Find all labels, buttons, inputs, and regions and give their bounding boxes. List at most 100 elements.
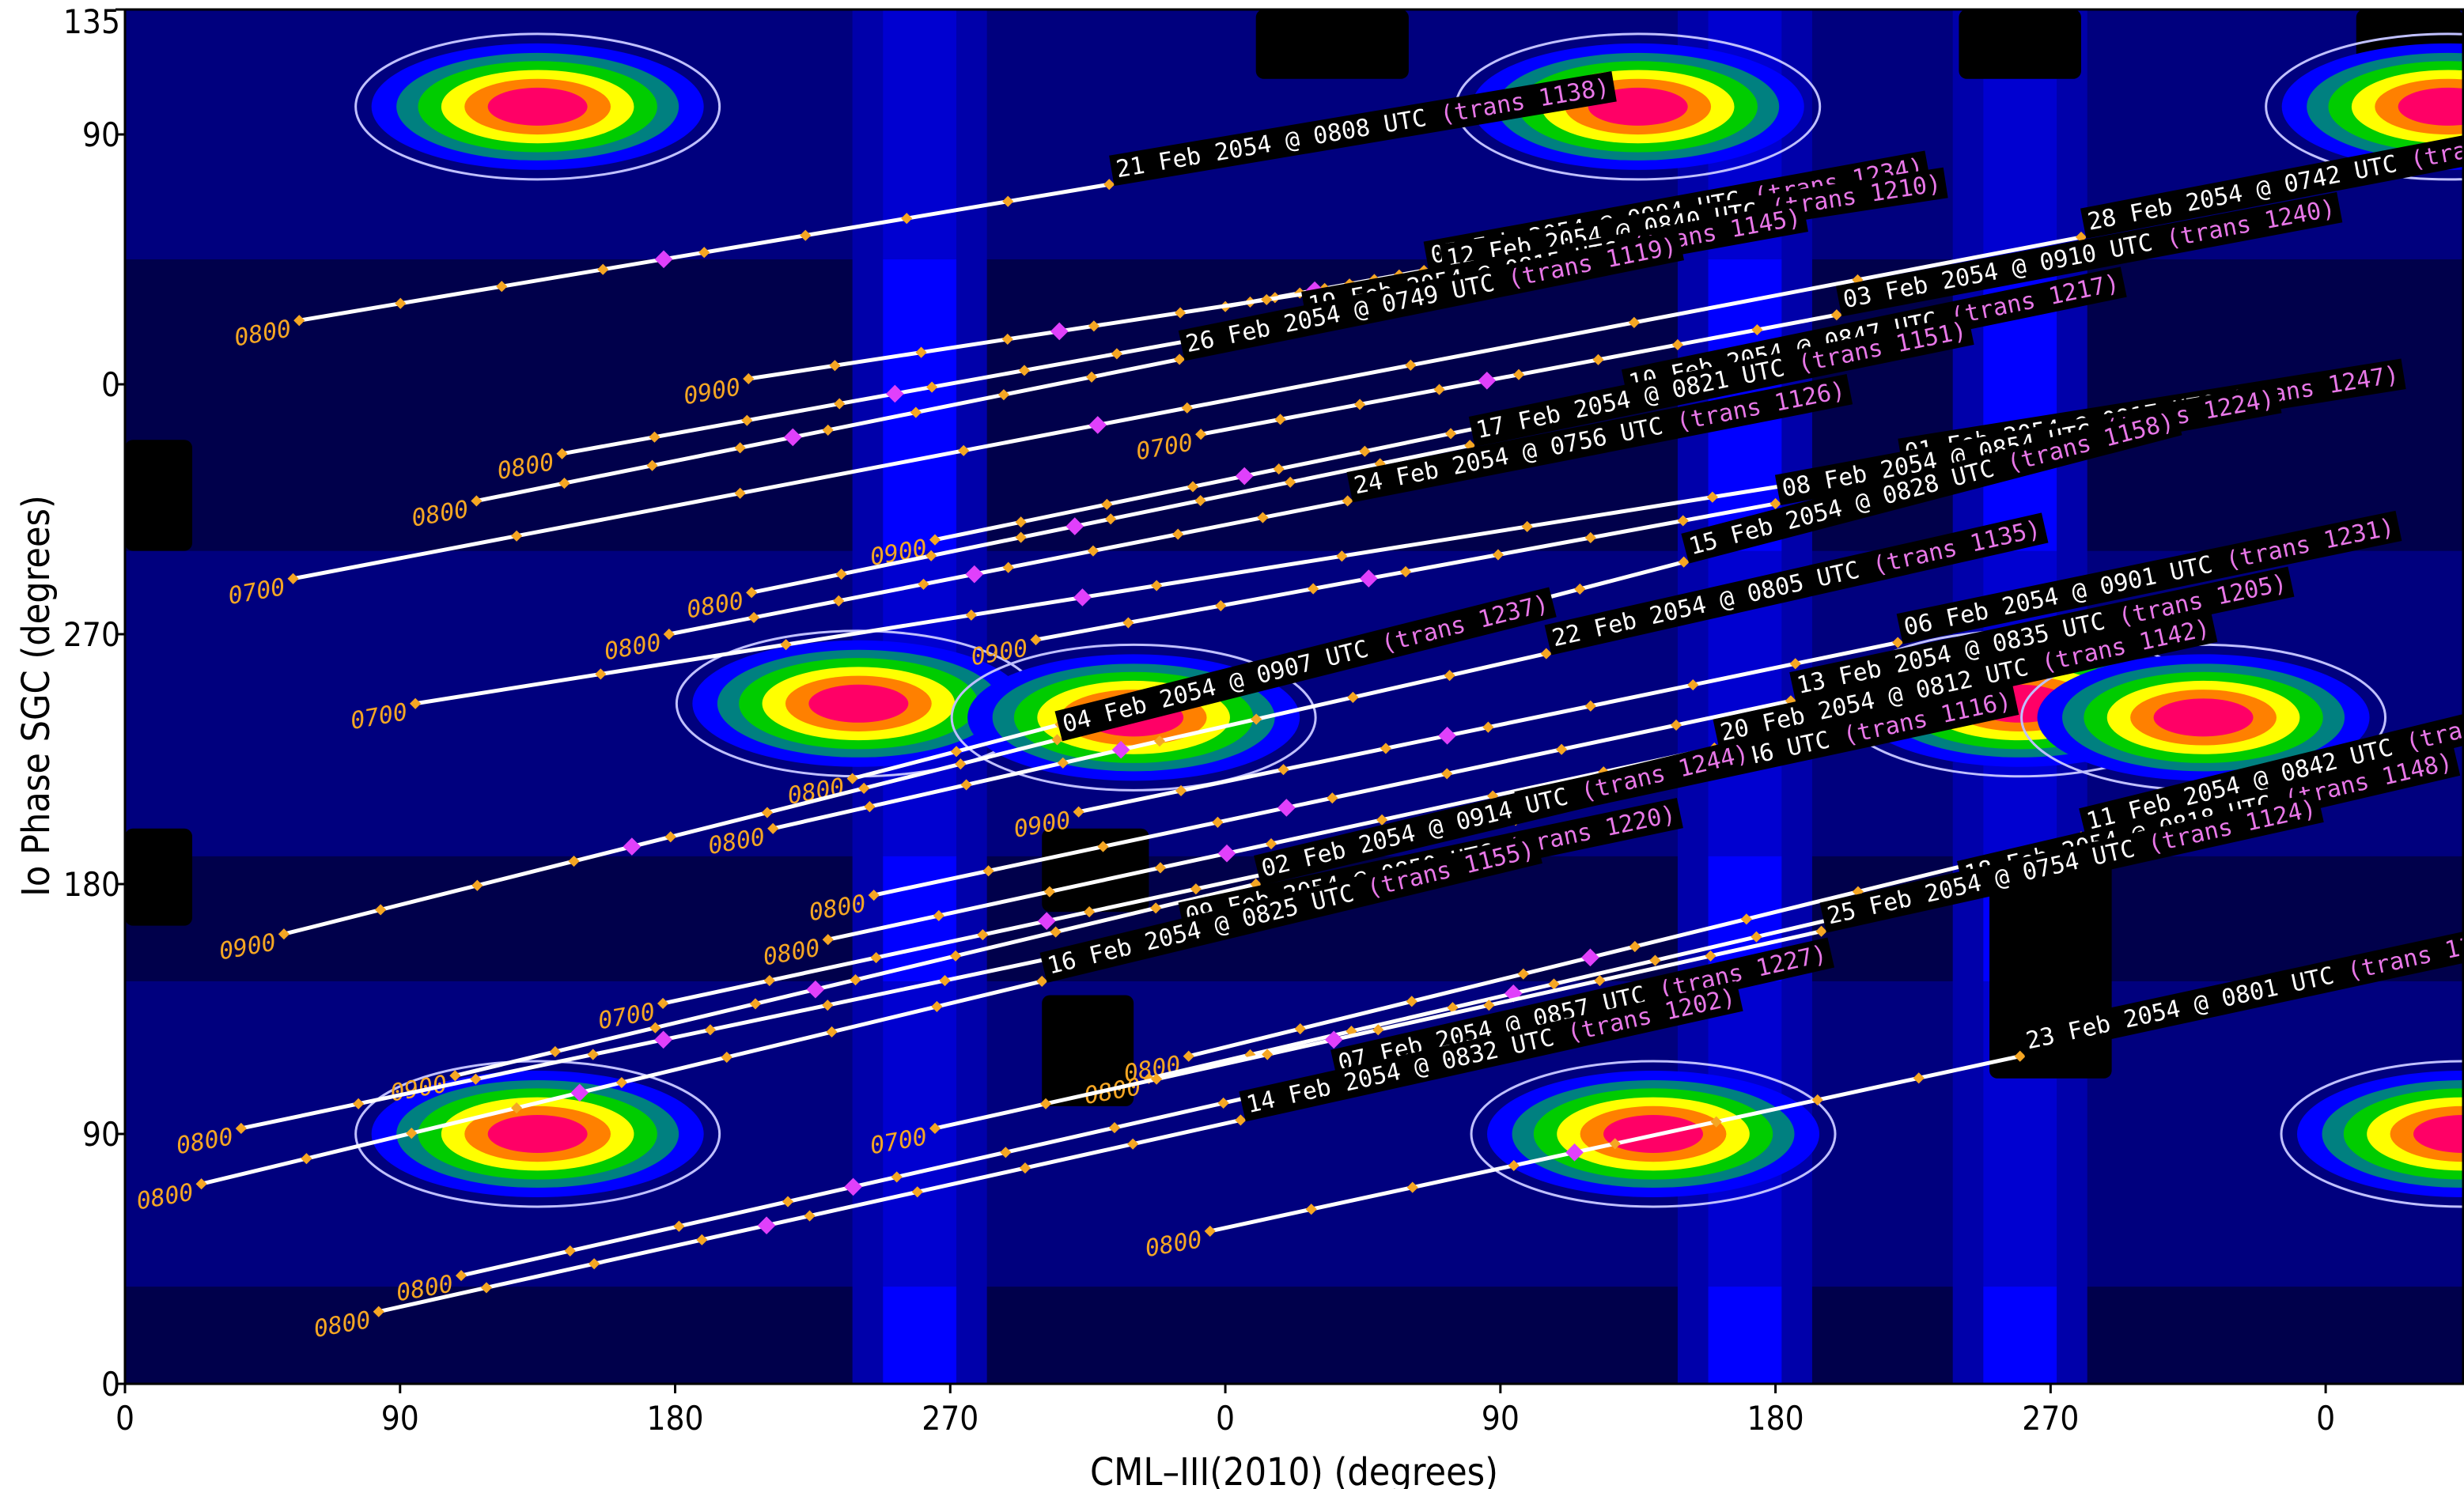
hour-marker [649,1022,661,1034]
hour-marker [564,1245,576,1257]
hour-marker [958,444,970,456]
hour-marker [868,889,880,901]
transit-marker [1277,799,1296,817]
transit-marker [886,384,904,403]
hour-marker [939,974,951,987]
hotspot-outline [2265,32,2463,181]
hour-marker [734,442,746,454]
hour-marker [955,758,967,770]
y-tick-label: 90 [82,115,120,154]
hour-marker [748,611,760,624]
hour-marker [1347,691,1359,703]
hour-marker [829,360,841,372]
hour-marker [673,1220,685,1232]
transit-marker [1111,740,1130,759]
hour-marker [835,569,847,580]
hour-marker [1175,784,1187,797]
hour-marker [1172,528,1184,540]
hour-marker [929,534,941,546]
transit-marker [965,565,984,584]
transit-marker [1581,948,1599,967]
track-label-bg [1054,587,1557,742]
contour-layer [125,9,2463,1384]
hour-marker [373,1306,384,1317]
hour-marker [858,782,870,794]
hour-marker [1050,926,1062,938]
hour-marker [1380,743,1391,754]
hour-marker [977,929,989,941]
y-axis-label: Io Phase SGC (degrees) [14,495,59,897]
hour-marker [1043,886,1055,898]
quiet-region [1959,9,2081,79]
hour-marker [1327,792,1338,804]
hour-marker [301,1153,312,1165]
hour-marker [1574,583,1586,595]
hour-marker [471,495,483,507]
hour-marker [1111,348,1122,360]
x-tick-label: 90 [1482,1399,1520,1438]
hour-marker [767,822,779,834]
hour-marker [982,865,994,877]
x-tick-label: 0 [115,1399,134,1438]
hour-marker [1277,764,1289,776]
transit-marker [570,1083,589,1102]
hour-marker [1273,463,1285,475]
hour-marker [1015,516,1027,528]
transit-marker [1324,1030,1343,1049]
hour-marker [1030,633,1042,646]
hotspot-contour [2398,87,2463,126]
hour-marker [960,779,972,791]
hour-marker [410,697,422,709]
hour-marker [649,431,660,443]
track-label-bg [1789,566,2295,703]
hour-marker [1376,814,1388,826]
hour-marker [1444,428,1457,440]
hour-marker [395,297,407,309]
transit-marker [1050,322,1069,341]
hour-marker [846,773,858,784]
hour-marker [1305,1204,1317,1215]
hour-marker [749,998,762,1010]
hour-marker [950,746,963,758]
hotspot-outline [354,1060,721,1208]
hour-marker [1492,549,1504,561]
hour-marker [1036,975,1048,987]
hour-marker [1151,1073,1163,1085]
hour-marker [1087,545,1100,557]
hotspot-contour [808,684,909,723]
hour-marker [741,414,753,426]
hour-marker [1354,399,1366,410]
hour-marker [1285,476,1296,488]
y-tick-label: 0 [101,1365,120,1404]
transit-marker [654,250,673,269]
transit-marker [783,428,802,447]
hour-marker [761,807,774,818]
hour-marker [997,389,1009,401]
hour-marker [1097,841,1109,852]
hour-marker [1215,599,1227,612]
transit-marker [1217,844,1236,863]
hour-marker [804,1210,816,1222]
hour-marker [470,1073,482,1085]
hour-marker [449,1070,461,1082]
track-label-bg [1254,737,1757,886]
hour-marker [822,1000,834,1011]
y-tick-label: 135 [63,2,120,41]
hour-marker [1294,1022,1306,1035]
hour-marker [1265,838,1277,850]
x-tick-label: 180 [646,1399,703,1438]
hour-marker [915,346,927,358]
hour-marker [734,487,746,499]
hour-marker [589,1258,600,1270]
hour-marker [1257,512,1269,523]
x-tick-label: 0 [2316,1399,2335,1438]
hour-marker [826,1026,838,1038]
hotspot-outline [950,643,1317,792]
transit-marker [1565,1143,1584,1162]
hour-marker [1018,365,1031,376]
hour-marker [822,424,834,436]
hour-marker [911,1186,923,1198]
hour-marker [696,1234,708,1245]
hour-marker [195,1178,207,1190]
hour-marker [1433,384,1445,395]
